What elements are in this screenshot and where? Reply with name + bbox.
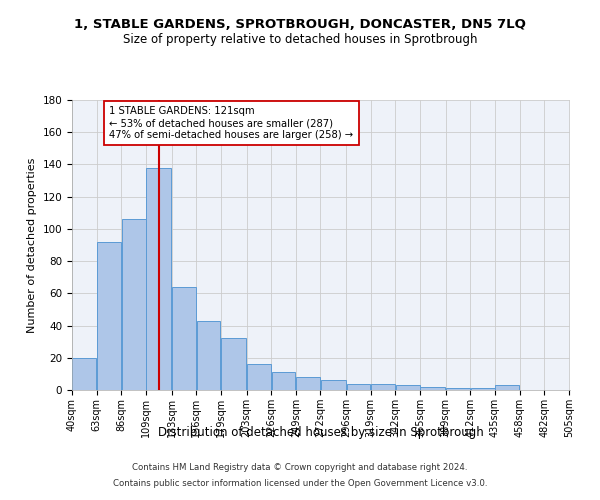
Bar bbox=[73, 358, 96, 390]
Bar bbox=[247, 364, 271, 390]
Bar bbox=[296, 377, 320, 390]
Bar bbox=[371, 384, 395, 390]
Text: Size of property relative to detached houses in Sprotbrough: Size of property relative to detached ho… bbox=[123, 32, 477, 46]
Bar bbox=[496, 385, 519, 390]
Bar bbox=[396, 385, 419, 390]
Text: Distribution of detached houses by size in Sprotbrough: Distribution of detached houses by size … bbox=[158, 426, 484, 439]
Bar bbox=[197, 320, 220, 390]
Text: 1, STABLE GARDENS, SPROTBROUGH, DONCASTER, DN5 7LQ: 1, STABLE GARDENS, SPROTBROUGH, DONCASTE… bbox=[74, 18, 526, 30]
Bar bbox=[347, 384, 370, 390]
Bar bbox=[97, 242, 121, 390]
Bar bbox=[272, 372, 295, 390]
Bar bbox=[122, 219, 146, 390]
Bar bbox=[221, 338, 246, 390]
Text: 1 STABLE GARDENS: 121sqm
← 53% of detached houses are smaller (287)
47% of semi-: 1 STABLE GARDENS: 121sqm ← 53% of detach… bbox=[109, 106, 353, 140]
Bar bbox=[446, 388, 470, 390]
Text: Contains HM Land Registry data © Crown copyright and database right 2024.: Contains HM Land Registry data © Crown c… bbox=[132, 464, 468, 472]
Bar bbox=[172, 287, 196, 390]
Text: Contains public sector information licensed under the Open Government Licence v3: Contains public sector information licen… bbox=[113, 478, 487, 488]
Bar bbox=[421, 387, 445, 390]
Bar bbox=[146, 168, 171, 390]
Bar bbox=[321, 380, 346, 390]
Bar bbox=[471, 388, 494, 390]
Y-axis label: Number of detached properties: Number of detached properties bbox=[27, 158, 37, 332]
